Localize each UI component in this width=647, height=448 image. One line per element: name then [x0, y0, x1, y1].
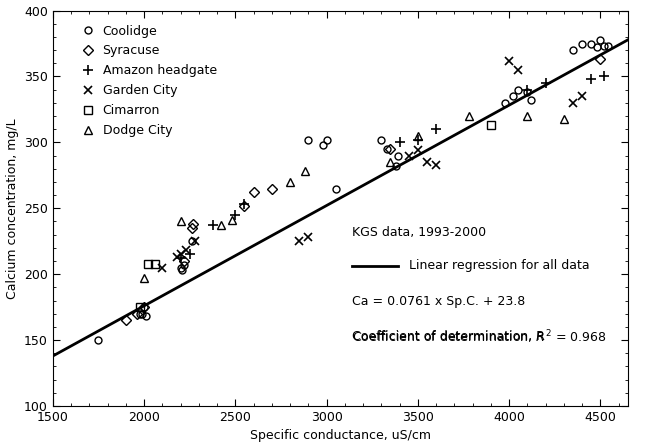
- Coolidge: [501, 100, 509, 106]
- Coolidge: [523, 90, 531, 95]
- Y-axis label: Calcium concentration, mg/L: Calcium concentration, mg/L: [6, 118, 19, 299]
- Garden City: [192, 238, 199, 244]
- Coolidge: [593, 45, 600, 50]
- Text: Coefficient of determination, R: Coefficient of determination, R: [352, 330, 545, 343]
- Line: Cimarron: Cimarron: [137, 121, 495, 311]
- Dodge City: [523, 113, 531, 119]
- Cimarron: [144, 261, 151, 267]
- Amazon headgate: [232, 212, 239, 218]
- Amazon headgate: [241, 202, 248, 207]
- Coolidge: [323, 137, 331, 142]
- Coolidge: [509, 94, 516, 99]
- Cimarron: [137, 305, 144, 310]
- Text: KGS data, 1993-2000: KGS data, 1993-2000: [352, 225, 486, 238]
- Coolidge: [181, 262, 188, 267]
- Line: Amazon headgate: Amazon headgate: [176, 72, 609, 263]
- Syracuse: [140, 305, 148, 310]
- Dodge City: [286, 179, 294, 185]
- Cimarron: [487, 123, 495, 128]
- Coolidge: [600, 43, 608, 49]
- Coolidge: [569, 47, 576, 53]
- Coolidge: [604, 43, 611, 49]
- Syracuse: [597, 56, 604, 62]
- Garden City: [578, 94, 586, 99]
- Coolidge: [142, 314, 150, 319]
- Syracuse: [190, 221, 197, 227]
- Amazon headgate: [177, 256, 184, 261]
- Dodge City: [217, 223, 225, 228]
- Garden City: [432, 162, 440, 168]
- Coolidge: [319, 142, 327, 148]
- Coolidge: [394, 153, 402, 158]
- Garden City: [295, 238, 303, 244]
- Syracuse: [188, 225, 195, 231]
- Amazon headgate: [600, 74, 608, 79]
- Coolidge: [94, 337, 102, 343]
- Coolidge: [383, 146, 391, 152]
- Coolidge: [138, 311, 146, 316]
- Syracuse: [133, 311, 140, 316]
- Garden City: [405, 153, 413, 158]
- Garden City: [305, 235, 313, 240]
- Dodge City: [414, 133, 422, 138]
- Garden City: [514, 67, 522, 73]
- Coolidge: [527, 98, 535, 103]
- Dodge City: [177, 219, 184, 224]
- Amazon headgate: [186, 252, 193, 257]
- Garden City: [505, 58, 513, 63]
- Garden City: [173, 254, 181, 260]
- Line: Syracuse: Syracuse: [122, 56, 604, 324]
- Coolidge: [188, 238, 195, 244]
- Garden City: [414, 147, 422, 153]
- Amazon headgate: [587, 77, 595, 82]
- Syracuse: [122, 318, 129, 323]
- Coolidge: [578, 41, 586, 46]
- Garden City: [182, 248, 190, 253]
- Syracuse: [250, 190, 258, 195]
- Text: Ca = 0.0761 x Sp.C. + 23.8: Ca = 0.0761 x Sp.C. + 23.8: [352, 295, 525, 308]
- Amazon headgate: [414, 137, 422, 142]
- Garden City: [159, 265, 166, 270]
- Coolidge: [597, 37, 604, 42]
- Amazon headgate: [210, 223, 217, 228]
- Line: Garden City: Garden City: [158, 56, 586, 272]
- Dodge City: [386, 159, 394, 165]
- Garden City: [569, 100, 576, 106]
- Dodge City: [228, 217, 236, 223]
- Text: Linear regression for all data: Linear regression for all data: [409, 259, 590, 272]
- Dodge City: [560, 116, 567, 121]
- Coolidge: [137, 311, 144, 316]
- Coolidge: [332, 186, 340, 191]
- Syracuse: [268, 186, 276, 191]
- Line: Dodge City: Dodge City: [140, 112, 567, 282]
- Coolidge: [177, 265, 184, 270]
- Garden City: [423, 159, 431, 165]
- Syracuse: [241, 203, 248, 208]
- Text: Coefficient of determination, $R^2$ = 0.968: Coefficient of determination, $R^2$ = 0.…: [352, 328, 606, 345]
- Amazon headgate: [396, 140, 404, 145]
- Garden City: [177, 252, 184, 257]
- Amazon headgate: [432, 126, 440, 132]
- Coolidge: [305, 137, 313, 142]
- Amazon headgate: [523, 87, 531, 92]
- Cimarron: [151, 261, 159, 267]
- Coolidge: [377, 137, 385, 142]
- Coolidge: [392, 164, 400, 169]
- Amazon headgate: [542, 80, 549, 86]
- Coolidge: [179, 267, 186, 273]
- Dodge City: [465, 113, 473, 119]
- Line: Coolidge: Coolidge: [95, 36, 611, 344]
- Coolidge: [140, 305, 148, 310]
- Coolidge: [514, 87, 522, 92]
- Dodge City: [301, 169, 309, 174]
- Syracuse: [386, 146, 394, 152]
- Legend: Coolidge, Syracuse, Amazon headgate, Garden City, Cimarron, Dodge City: Coolidge, Syracuse, Amazon headgate, Gar…: [76, 21, 221, 141]
- X-axis label: Specific conductance, uS/cm: Specific conductance, uS/cm: [250, 430, 431, 443]
- Syracuse: [181, 258, 188, 264]
- Coolidge: [587, 41, 595, 46]
- Dodge City: [140, 276, 148, 281]
